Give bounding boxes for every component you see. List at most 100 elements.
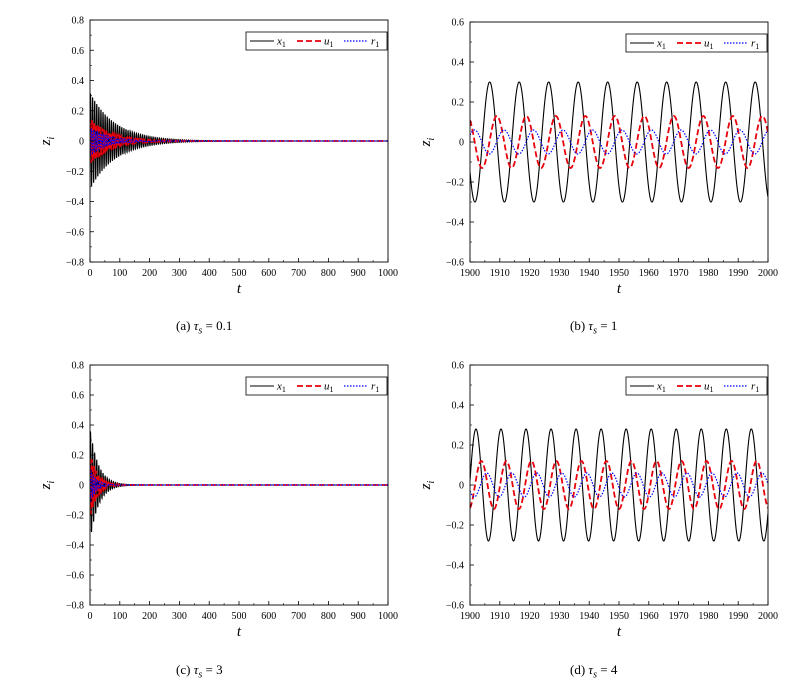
y-tick-label: −0.6	[446, 258, 464, 269]
y-axis-label: zi	[38, 480, 57, 490]
legend-label-r1: r1	[751, 381, 759, 395]
legend-label-x1: x1	[276, 36, 286, 50]
x-tick-label: 500	[232, 268, 247, 279]
x-tick-label: 0	[88, 611, 93, 622]
x-tick-label: 1930	[549, 611, 569, 622]
chart-panel-c: 0 100 200 300 400 500 600 700 800 900 1000 −0.8 −0.6…	[38, 361, 398, 641]
x-tick-label: 1970	[669, 268, 689, 279]
series-line-r1	[90, 470, 388, 503]
y-tick-label: −0.6	[66, 571, 84, 582]
y-tick-label: 0.2	[452, 98, 465, 109]
x-tick-label: 500	[232, 611, 247, 622]
legend-label-x1: x1	[276, 381, 286, 395]
caption-value: 1	[610, 318, 618, 333]
caption-subscript: s	[593, 325, 597, 337]
series-line-r1	[90, 128, 388, 157]
caption-label: (d)	[570, 662, 586, 677]
x-tick-label: 0	[88, 268, 93, 279]
x-tick-label: 1980	[698, 611, 718, 622]
x-tick-label: 100	[112, 268, 127, 279]
x-tick-label: 1920	[520, 268, 540, 279]
caption-subscript: s	[593, 669, 597, 681]
y-tick-label: 0.2	[72, 451, 85, 462]
caption-d: (d) τs = 4	[570, 662, 617, 681]
chart-panel-d: 1900 1910 1920 1930 1940 1950 1960 1970 1980 1990…	[418, 361, 778, 641]
y-axis-label-subscript: i	[426, 480, 437, 483]
x-tick-label: 1910	[490, 611, 510, 622]
series-line-r1	[470, 472, 768, 498]
y-tick-label: 0.8	[72, 361, 85, 372]
chart-panel-b: 1900 1910 1920 1930 1940 1950 1960 1970 1980 1990…	[418, 18, 778, 298]
x-tick-label: 300	[172, 611, 187, 622]
y-tick-label: 0.4	[452, 401, 465, 412]
x-tick-label: 1960	[639, 268, 659, 279]
y-tick-label: 0.4	[72, 76, 85, 87]
x-tick-label: 2000	[758, 611, 778, 622]
y-tick-label: −0.4	[446, 218, 464, 229]
legend-label-u1: u1	[704, 381, 714, 395]
caption-symbol: τ	[588, 662, 594, 677]
caption-symbol: τ	[588, 318, 594, 333]
y-tick-label: −0.4	[66, 541, 84, 552]
x-tick-label: 900	[351, 611, 366, 622]
legend-label-u1: u1	[324, 381, 334, 395]
y-tick-label: 0.4	[452, 58, 465, 69]
y-tick-label: −0.8	[66, 601, 84, 612]
x-tick-label: 1000	[378, 611, 398, 622]
x-tick-label: 100	[112, 611, 127, 622]
series-line-r1	[470, 129, 768, 155]
y-axis-label-subscript: i	[46, 480, 57, 483]
x-tick-label: 300	[172, 268, 187, 279]
y-tick-label: −0.6	[446, 601, 464, 612]
y-tick-label: 0.4	[72, 421, 85, 432]
y-tick-label: 0.2	[72, 106, 85, 117]
y-tick-label: 0.6	[72, 46, 85, 57]
x-tick-label: 1990	[728, 611, 748, 622]
x-tick-label: 900	[351, 268, 366, 279]
caption-equals: =	[205, 662, 213, 677]
y-tick-label: −0.2	[446, 178, 464, 189]
x-tick-label: 400	[202, 268, 217, 279]
y-tick-label: −0.6	[66, 227, 84, 238]
x-axis-label: t	[237, 281, 242, 297]
y-tick-label: 0	[459, 138, 464, 149]
x-tick-label: 1940	[579, 611, 599, 622]
series-line-u1	[470, 460, 768, 510]
x-axis-label: t	[617, 624, 622, 640]
legend-label-r1: r1	[751, 38, 759, 52]
caption-c: (c) τs = 3	[176, 662, 223, 681]
x-tick-label: 800	[321, 611, 336, 622]
x-tick-label: 1910	[490, 268, 510, 279]
caption-label: (a)	[176, 318, 191, 333]
y-tick-label: −0.2	[66, 511, 84, 522]
caption-symbol: τ	[193, 318, 199, 333]
caption-subscript: s	[198, 669, 203, 681]
x-tick-label: 1900	[460, 611, 480, 622]
caption-b: (b) τs = 1	[570, 318, 617, 337]
chart-panel-a: 0 100 200 300 400 500 600 700 800 900 1000 −0.8 −0.6…	[38, 16, 398, 298]
x-tick-label: 400	[202, 611, 217, 622]
legend-label-x1: x1	[656, 38, 666, 52]
x-tick-label: 700	[291, 611, 306, 622]
caption-value: 0.1	[216, 318, 233, 333]
series-line-u1	[90, 458, 388, 515]
y-tick-label: 0.6	[452, 18, 465, 29]
caption-subscript: s	[198, 325, 203, 337]
x-tick-label: 1920	[520, 611, 540, 622]
caption-equals: =	[600, 318, 608, 333]
y-tick-label: 0.6	[72, 391, 85, 402]
x-axis-label: t	[237, 624, 242, 640]
caption-label: (c)	[176, 662, 191, 677]
series-line-x1	[90, 431, 388, 533]
legend-label-r1: r1	[371, 381, 379, 395]
caption-symbol: τ	[193, 662, 199, 677]
plot-frame	[469, 364, 769, 606]
x-tick-label: 700	[291, 268, 306, 279]
legend-label-x1: x1	[656, 381, 666, 395]
x-tick-label: 1970	[669, 611, 689, 622]
y-axis-label: zi	[418, 480, 437, 490]
y-axis-label-subscript: i	[46, 136, 57, 139]
x-tick-label: 600	[261, 611, 276, 622]
plot-frame	[469, 21, 769, 263]
y-tick-label: 0.8	[72, 16, 85, 27]
